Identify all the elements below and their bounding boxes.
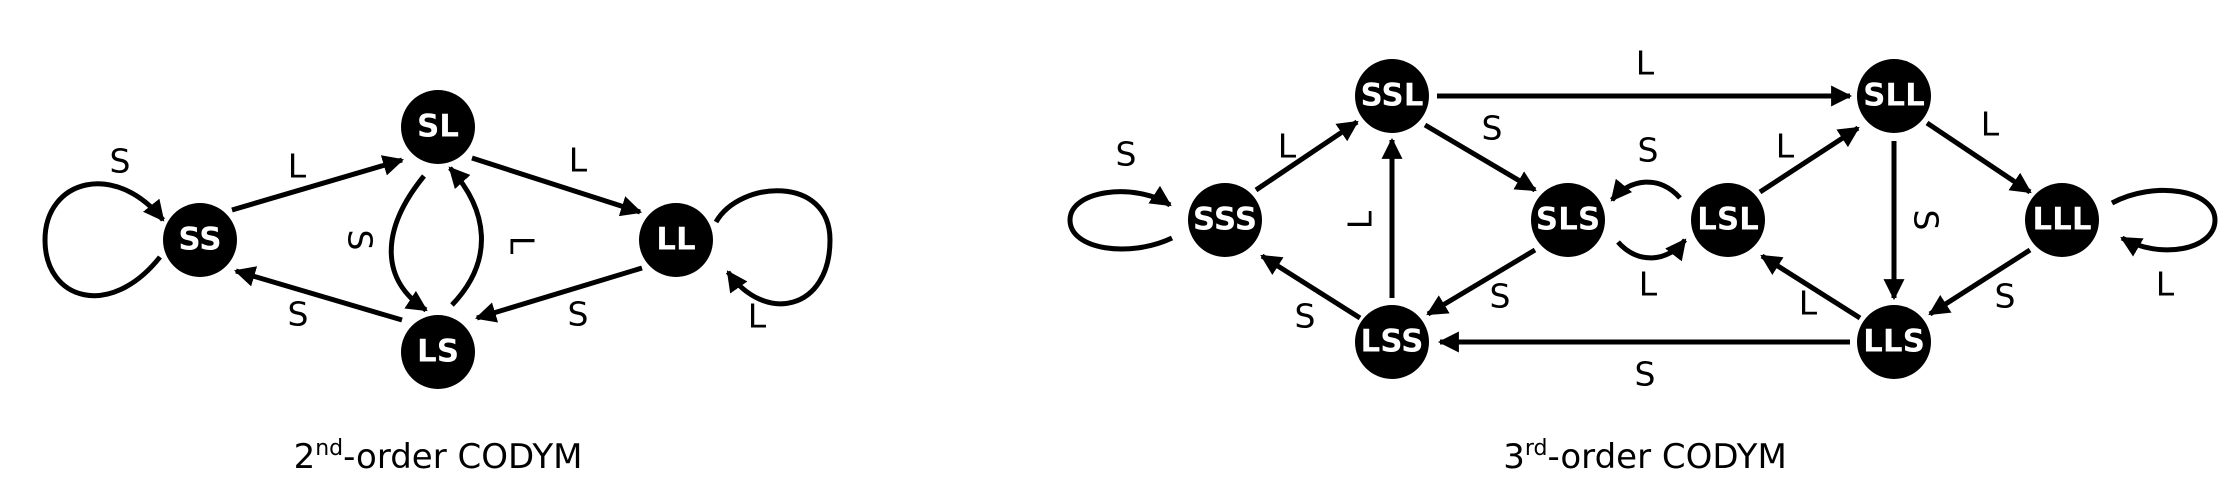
edge-label-sl-to-ll: L (569, 141, 588, 180)
node-ssl (1355, 59, 1429, 133)
edge-ss-to-sl (231, 155, 405, 213)
node-label-sls: SLS (1536, 202, 1600, 238)
node-lls (1857, 305, 1931, 379)
edge-label-ss-to-sl: L (288, 147, 307, 186)
edge-label-lsl-to-sls: S (1638, 131, 1659, 170)
edge-label-sll-to-lll: L (1981, 105, 2000, 144)
node-sls (1531, 183, 1605, 257)
edge-label-ls-to-ss: S (288, 295, 309, 334)
edge-ss-to-ss (42, 181, 165, 299)
caption-base: 3 (1503, 437, 1525, 477)
node-label-ls: LS (417, 334, 459, 370)
edge-label-lls-to-lsl: L (1799, 284, 1818, 323)
edge-label-sss-to-ssl: L (1278, 127, 1297, 166)
caption-rest: -order CODYM (343, 437, 582, 477)
edge-ll-to-ll (713, 188, 833, 307)
node-label-sss: SSS (1193, 202, 1257, 238)
edge-sls-to-lsl (1616, 238, 1687, 262)
edge-label-sll-to-lls: S (1907, 210, 1946, 231)
edge-lls-to-lsl (1760, 253, 1862, 321)
edge-ll-to-ls (474, 265, 643, 323)
node-sl (401, 90, 475, 164)
edge-label-lss-to-ssl: L (1341, 210, 1380, 229)
edge-label-lll-to-lll: L (2156, 265, 2175, 304)
node-ss (163, 203, 237, 277)
edge-label-sls-to-lsl: L (1639, 265, 1658, 304)
node-label-lll: LLL (2032, 202, 2091, 238)
node-label-ssl: SSL (1360, 78, 1423, 114)
edge-label-sls-to-lss: S (1490, 277, 1511, 316)
caption-second-order: 2nd-order CODYM (294, 436, 583, 477)
edge-sl-to-ll (471, 155, 642, 217)
edge-label-ls-to-sl: L (503, 236, 542, 255)
caption-base: 2 (294, 437, 316, 477)
node-label-lls: LLS (1863, 324, 1925, 360)
edge-label-sss-to-sss: S (1116, 135, 1137, 174)
node-ll (639, 203, 713, 277)
node-lsl (1691, 183, 1765, 257)
edge-label-lss-to-sss: S (1295, 297, 1316, 336)
edge-lsl-to-sls (1610, 178, 1682, 202)
edge-label-lsl-to-sll: L (1776, 127, 1795, 166)
edge-label-ssl-to-sll: L (1636, 44, 1655, 83)
node-label-lsl: LSL (1697, 202, 1759, 238)
node-label-sl: SL (417, 109, 459, 145)
edge-lss-to-sss (1260, 253, 1362, 321)
edge-sss-to-sss (1067, 185, 1174, 252)
node-lss (1355, 305, 1429, 379)
node-sss (1188, 183, 1262, 257)
node-lll (2025, 183, 2099, 257)
node-label-ll: LL (656, 222, 696, 258)
edges-layer (42, 85, 2218, 353)
edge-lsl-to-sll (1758, 125, 1860, 195)
edge-label-ll-to-ls: S (568, 295, 589, 334)
edge-lll-to-lll (2110, 187, 2218, 257)
edge-label-lll-to-lls: S (1995, 277, 2016, 316)
node-label-sll: SLL (1863, 78, 1925, 114)
edge-label-lls-to-lss: S (1635, 355, 1656, 394)
edge-sll-to-lll (1925, 120, 2032, 195)
edge-label-ssl-to-sls: S (1482, 109, 1503, 148)
edge-label-ll-to-ll: L (748, 297, 767, 336)
edge-ls-to-ss (233, 266, 403, 323)
edge-label-sl-to-ls: S (341, 230, 380, 251)
caption-rest: -order CODYM (1547, 437, 1786, 477)
edge-ls-to-sl (448, 166, 484, 307)
edge-sss-to-ssl (1254, 119, 1359, 193)
edge-label-ss-to-ss: S (110, 142, 131, 181)
edge-lll-to-lls (1928, 247, 2032, 317)
edge-ssl-to-sls (1423, 122, 1537, 193)
node-label-lss: LSS (1360, 324, 1423, 360)
node-ls (401, 315, 475, 389)
caption-sup: rd (1525, 436, 1548, 461)
node-label-ss: SS (178, 222, 221, 258)
caption-sup: nd (315, 436, 343, 461)
edge-sls-to-lss (1426, 247, 1537, 317)
edge-sl-to-ls (388, 174, 428, 313)
caption-third-order: 3rd-order CODYM (1503, 436, 1787, 477)
node-sll (1857, 59, 1931, 133)
